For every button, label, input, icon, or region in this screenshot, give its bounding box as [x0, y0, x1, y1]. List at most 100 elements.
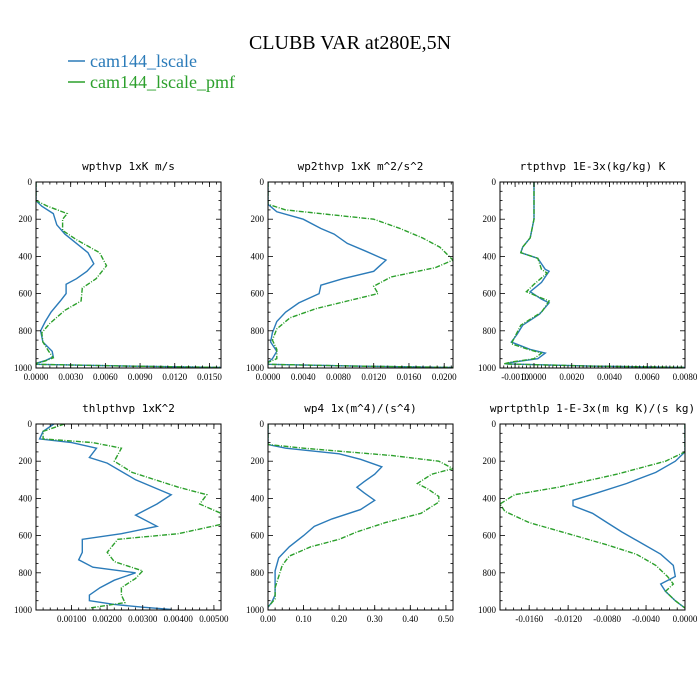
- y-tick-label: 200: [251, 456, 265, 466]
- y-tick-label: 1000: [246, 363, 265, 373]
- chart-panel: rtpthvp 1E-3x(kg/kg) K 0 200 400 600 800 1000-…: [478, 160, 698, 382]
- y-tick-label: 200: [483, 456, 497, 466]
- plot-frame: [499, 423, 686, 611]
- y-tick-label: 1000: [246, 605, 265, 615]
- x-tick-label: 0.0030: [58, 372, 83, 382]
- y-tick-label: 0: [260, 177, 265, 187]
- series-line: [268, 424, 453, 608]
- x-tick-label: 0.0090: [128, 372, 153, 382]
- x-tick-label: 0.0060: [93, 372, 118, 382]
- x-tick-label: 0.00400: [164, 614, 194, 624]
- x-tick-label: 0.0080: [673, 372, 698, 382]
- x-tick-label: 0.00: [260, 614, 276, 624]
- y-tick-label: 0: [492, 419, 497, 429]
- chart-panel: wprtpthlp 1-E-3x(m kg K)/(s kg) 0 200 400 60…: [478, 402, 698, 624]
- y-tick-label: 200: [251, 214, 265, 224]
- legend-label: cam144_lscale: [90, 51, 197, 71]
- y-tick-label: 800: [19, 326, 33, 336]
- x-tick-label: -0.0010: [501, 372, 529, 382]
- x-tick-label: 0.0120: [361, 372, 386, 382]
- chart-panel: wp2thvp 1xK m^2/s^2020040060080010000.00…: [246, 160, 457, 382]
- series-line: [268, 182, 453, 368]
- y-tick-label: 600: [251, 289, 265, 299]
- series-line: [505, 182, 685, 368]
- y-tick-label: 1000: [14, 605, 33, 615]
- y-tick-label: 800: [483, 568, 497, 578]
- x-tick-label: -0.0160: [515, 614, 543, 624]
- x-tick-label: 0.0000: [256, 372, 281, 382]
- series-line: [572, 424, 685, 609]
- x-tick-label: 0.0120: [162, 372, 187, 382]
- series-line: [268, 424, 384, 608]
- panel-title: wp4 1x(m^4)/(s^4): [304, 402, 417, 415]
- x-tick-label: -0.0120: [554, 614, 582, 624]
- panel-title: thlpthvp 1xK^2: [82, 402, 175, 415]
- x-tick-label: 0.0080: [326, 372, 351, 382]
- series-line: [500, 424, 685, 609]
- panel-title: wprtpthlp 1-E-3x(m kg K)/(s kg): [490, 402, 695, 415]
- x-tick-label: 0.0000: [522, 372, 547, 382]
- y-tick-label: 800: [483, 326, 497, 336]
- y-tick-label: 1000: [478, 605, 497, 615]
- x-tick-label: 0.00100: [57, 614, 87, 624]
- x-tick-label: 0.50: [438, 614, 454, 624]
- y-tick-label: 400: [19, 493, 33, 503]
- x-tick-label: 0.20: [331, 614, 347, 624]
- plot-frame: [499, 181, 686, 369]
- plot-frame: [267, 423, 454, 611]
- x-tick-label: 0.0040: [291, 372, 316, 382]
- y-tick-label: 400: [251, 493, 265, 503]
- y-tick-label: 400: [483, 493, 497, 503]
- series-line: [36, 182, 221, 368]
- x-tick-label: 0.30: [367, 614, 383, 624]
- series-line: [503, 182, 685, 368]
- y-tick-label: 0: [28, 419, 33, 429]
- x-tick-label: 0.0150: [197, 372, 222, 382]
- y-tick-label: 800: [251, 326, 265, 336]
- y-tick-label: 200: [483, 214, 497, 224]
- x-tick-label: 0.00200: [93, 614, 123, 624]
- y-tick-label: 0: [28, 177, 33, 187]
- x-tick-label: 0.10: [296, 614, 312, 624]
- legend-label: cam144_lscale_pmf: [90, 72, 235, 92]
- plot-frame: [35, 423, 222, 611]
- x-tick-label: 0.0020: [559, 372, 584, 382]
- y-tick-label: 1000: [14, 363, 33, 373]
- y-tick-label: 600: [251, 531, 265, 541]
- series-line: [38, 424, 173, 610]
- x-tick-label: 0.0200: [432, 372, 457, 382]
- y-tick-label: 800: [19, 568, 33, 578]
- x-tick-label: 0.40: [402, 614, 418, 624]
- x-tick-label: 0.0040: [597, 372, 622, 382]
- x-tick-label: 0.0000: [673, 614, 698, 624]
- figure-title: CLUBB VAR at280E,5N: [249, 32, 451, 54]
- plot-frame: [35, 181, 222, 369]
- y-tick-label: 400: [251, 251, 265, 261]
- y-tick-label: 200: [19, 214, 33, 224]
- y-tick-label: 0: [492, 177, 497, 187]
- y-tick-label: 800: [251, 568, 265, 578]
- y-tick-label: 1000: [478, 363, 497, 373]
- y-tick-label: 0: [260, 419, 265, 429]
- y-tick-label: 200: [19, 456, 33, 466]
- x-tick-label: -0.0040: [632, 614, 660, 624]
- x-tick-label: 0.00300: [128, 614, 158, 624]
- y-tick-label: 600: [483, 531, 497, 541]
- y-tick-label: 400: [483, 251, 497, 261]
- series-line: [42, 424, 221, 609]
- x-tick-label: 0.00500: [199, 614, 229, 624]
- panel-title: rtpthvp 1E-3x(kg/kg) K: [520, 160, 666, 173]
- y-tick-label: 400: [19, 251, 33, 261]
- chart-panel: thlpthvp 1xK^2 0 200 400 600 800 1000 0.00100 0.…: [14, 402, 229, 624]
- x-tick-label: 0.0000: [24, 372, 49, 382]
- panel-title: wpthvp 1xK m/s: [82, 160, 175, 173]
- y-tick-label: 600: [483, 289, 497, 299]
- x-tick-label: 0.0160: [397, 372, 422, 382]
- x-tick-label: 0.0060: [635, 372, 660, 382]
- y-tick-label: 600: [19, 531, 33, 541]
